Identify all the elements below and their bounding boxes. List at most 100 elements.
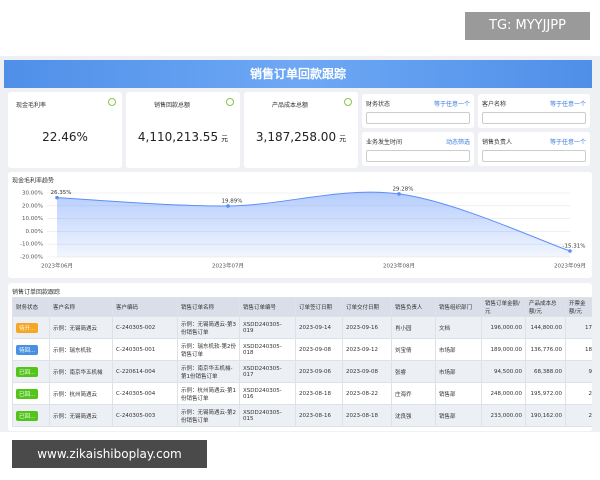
filter: 销售负责人 等于任意一个 — [478, 132, 590, 166]
y-tick-label: 10.00% — [22, 216, 43, 222]
cell: 张睿 — [391, 360, 436, 383]
x-tick-label: 2023年06月 — [41, 262, 73, 270]
kpi-label: 产品成本总额 — [272, 102, 309, 109]
chart-card: 现金毛利率趋势 30.00% 20.00% 10.00% 0.00% -10.00% -2… — [8, 172, 592, 278]
kpi-card: 销售回款总额 4,110,213.55 元 — [126, 92, 240, 168]
cell: XSDD240305-019 — [239, 316, 296, 339]
cell: 已回... — [12, 404, 50, 427]
cell: 沈良强 — [391, 404, 436, 427]
filter-mode[interactable]: 等于任意一个 — [433, 101, 470, 108]
table-card: 销售订单回款跟踪 财务状态 客户名称 客户编码 销售订单名称 销售订单编号 订单签订日期订… — [8, 283, 592, 431]
cell: 2023-08-18 — [342, 404, 392, 427]
filter-label: 销售负责人 — [482, 139, 513, 146]
cell: 示例：瑞东机软-第2份销售订单 — [177, 338, 240, 361]
x-tick-label: 2023年07月 — [212, 262, 244, 270]
cell: 市场部 — [435, 360, 482, 383]
point — [226, 204, 230, 208]
column-header: 订单签订日期 — [295, 297, 343, 317]
filter: 业务发生时间 动态筛选 — [362, 132, 474, 166]
cell: 136,776.00 — [525, 338, 566, 361]
header-row: 财务状态 客户名称 客户编码 销售订单名称 销售订单编号 订单签订日期 订单交付日期 销售负责… — [12, 297, 592, 317]
filter-mode[interactable]: 动态筛选 — [445, 139, 470, 146]
kpi-number: 3,187,258.00 — [255, 130, 337, 144]
cell: 销售部 — [435, 404, 482, 427]
kpi-card: 现金毛利率 22.46% — [8, 92, 122, 168]
kpi-label: 现金毛利率 — [16, 102, 47, 109]
cell: 待开... — [12, 316, 50, 339]
filter-select[interactable] — [482, 112, 586, 124]
cell: 195,972.00 — [525, 382, 566, 405]
filter-select[interactable] — [366, 150, 470, 162]
filter-select[interactable] — [482, 150, 586, 162]
cell: 2023-08-18 — [295, 382, 343, 405]
cell: 示例：瑞东机软 — [49, 338, 113, 361]
cell: 248,000.00 — [481, 382, 526, 405]
column-header: 开票金额/元 — [565, 297, 592, 317]
column-header: 销售订单编号 — [239, 297, 296, 317]
cell: C-240305-004 — [112, 382, 178, 405]
cell: 2 — [565, 382, 592, 405]
cell: 示例：无锡简遇云 — [49, 404, 113, 427]
status-badge: 已回... — [16, 410, 39, 421]
kpi-unit: 元 — [339, 135, 347, 143]
line — [56, 191, 571, 252]
y-tick-label: -10.00% — [20, 242, 43, 248]
filter-select[interactable] — [366, 112, 470, 124]
data-label: -15.31% — [563, 243, 586, 249]
cell: 示例：无锡简遇云 — [49, 316, 113, 339]
banner-title: 销售订单回款跟踪 — [4, 60, 592, 88]
cell: 示例：无锡简遇云-第3份销售订单 — [177, 316, 240, 339]
data-label: 29.28% — [393, 186, 414, 192]
filter-label: 业务发生时间 — [366, 139, 403, 146]
info-icon — [344, 98, 352, 106]
y-tick-label: 30.00% — [22, 191, 43, 197]
cell: 示例：南京华五机械-第1份销售订单 — [177, 360, 240, 383]
cell: 94,500.00 — [481, 360, 526, 383]
watermark: www.zikaishiboplay.com — [12, 440, 207, 468]
x-tick-label: 2023年09月 — [554, 262, 586, 270]
column-header: 销售订单名称 — [177, 297, 240, 317]
kpi-number: 22.46% — [42, 130, 88, 144]
cell: 2023-09-14 — [295, 316, 343, 339]
kpi-number: 4,110,213.55 — [137, 130, 219, 144]
cell: 已回... — [12, 360, 50, 383]
cell: XSDD240305-017 — [239, 360, 296, 383]
filter-mode[interactable]: 等于任意一个 — [549, 139, 586, 146]
cell: 示例：杭州简遇云-第1份销售订单 — [177, 382, 240, 405]
column-header: 销售组织部门 — [435, 297, 482, 317]
cell: 2 — [565, 404, 592, 427]
cell: 196,000.00 — [481, 316, 526, 339]
row: 待开... 示例：无锡简遇云 C-240305-002 示例：无锡简遇云-第3份销售订… — [12, 316, 592, 339]
point — [55, 195, 59, 200]
cell: XSDD240305-016 — [239, 382, 296, 405]
cell: 190,162.00 — [525, 404, 566, 427]
status-badge: 已回... — [16, 366, 39, 377]
column-header: 客户名称 — [49, 297, 113, 317]
cell: 示例：杭州简遇云 — [49, 382, 113, 405]
data-label: 26.35% — [51, 190, 72, 196]
y-tick-label: 0.00% — [26, 229, 43, 235]
column-header: 财务状态 — [12, 297, 50, 317]
filter-label: 客户名称 — [482, 101, 507, 108]
column-header: 销售负责人 — [391, 297, 436, 317]
kpi-value: 3,187,258.00 元 — [244, 130, 358, 144]
chart: 现金毛利率趋势 30.00% 20.00% 10.00% 0.00% -10.00% -2… — [12, 177, 586, 270]
cell: C-240305-003 — [112, 404, 178, 427]
cell: 144,800.00 — [525, 316, 566, 339]
cell: 17 — [565, 316, 592, 339]
cell: 2023-09-06 — [295, 360, 343, 383]
row: 待回... 示例：瑞东机软 C-240305-001 示例：瑞东机软-第2份销售订单 X… — [12, 338, 592, 361]
kpi-label: 销售回款总额 — [154, 102, 191, 109]
info-icon — [108, 98, 116, 106]
column-header: 订单交付日期 — [342, 297, 392, 317]
cell: C-240305-002 — [112, 316, 178, 339]
column-header: 销售订单金额/元 — [481, 297, 526, 317]
cell: 189,000.00 — [481, 338, 526, 361]
filter-mode[interactable]: 等于任意一个 — [549, 101, 586, 108]
cell: 示例：南京华五机械 — [49, 360, 113, 383]
point — [397, 192, 401, 196]
filter: 客户名称 等于任意一个 — [478, 94, 590, 128]
status-badge: 已回... — [16, 388, 39, 399]
cell: 2023-09-12 — [342, 338, 392, 361]
